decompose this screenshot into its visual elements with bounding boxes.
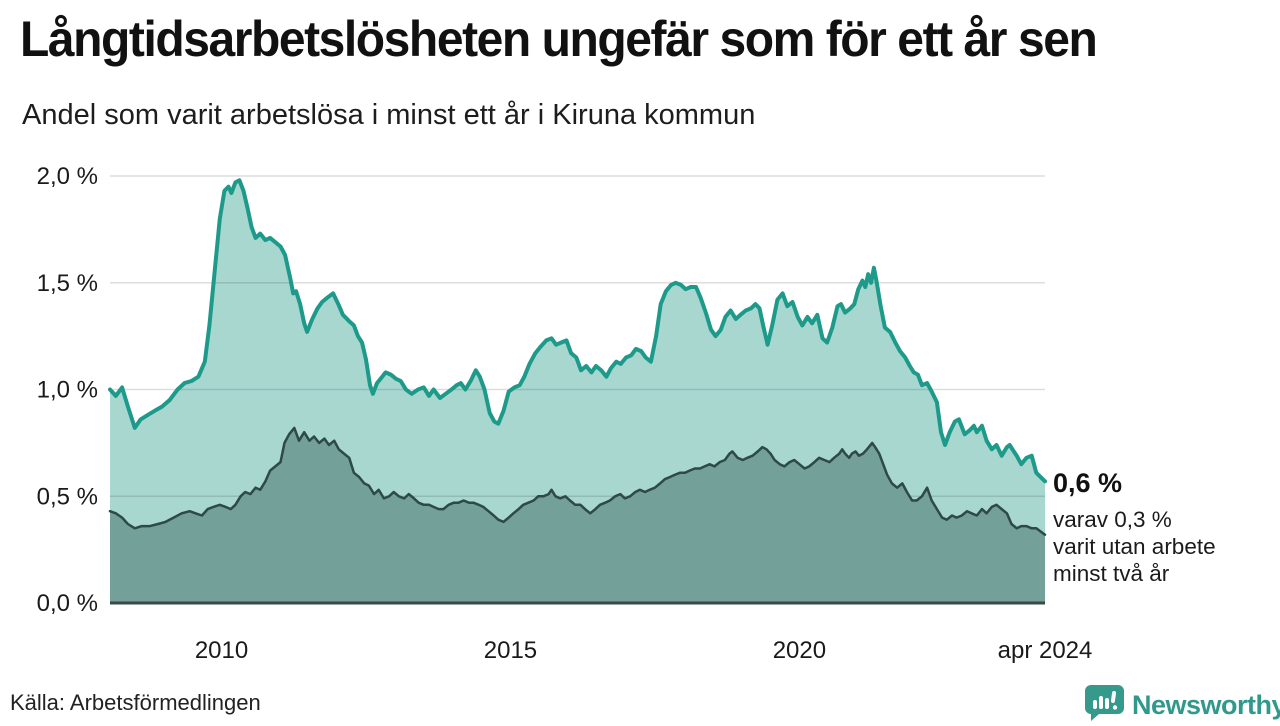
line-1yr [108, 178, 1047, 484]
annotation-line-1: varav 0,3 % [1053, 507, 1172, 532]
page-title: Långtidsarbetslösheten ungefär som för e… [20, 11, 1098, 67]
y-tick-label: 0,0 % [37, 590, 98, 617]
newsworthy-logo: Newsworthy [1084, 684, 1280, 726]
annotation-line-2: varit utan arbete [1053, 534, 1216, 559]
x-tick-label: 2015 [484, 637, 537, 664]
line-2yr [108, 426, 1047, 536]
newsworthy-wordmark: Newsworthy [1132, 689, 1280, 720]
x-tick-label: 2010 [195, 637, 248, 664]
x-tick-label: 2020 [773, 637, 826, 664]
annotation-line-3: minst två år [1053, 561, 1170, 586]
y-tick-label: 1,5 % [37, 270, 98, 297]
area-2yr [110, 427, 1045, 603]
source-credit: Källa: Arbetsförmedlingen [10, 690, 261, 715]
chart-subtitle: Andel som varit arbetslösa i minst ett å… [22, 99, 756, 131]
latest-value-annotation: 0,6 % varav 0,3 % varit utan arbete mins… [1053, 468, 1273, 587]
y-tick-label: 1,0 % [37, 377, 98, 404]
y-tick-label: 0,5 % [37, 483, 98, 510]
newsworthy-bubble-chart-icon [1084, 684, 1125, 726]
x-tick-label: apr 2024 [998, 637, 1093, 664]
latest-value-label: 0,6 % [1053, 468, 1123, 498]
y-tick-label: 2,0 % [37, 163, 98, 190]
